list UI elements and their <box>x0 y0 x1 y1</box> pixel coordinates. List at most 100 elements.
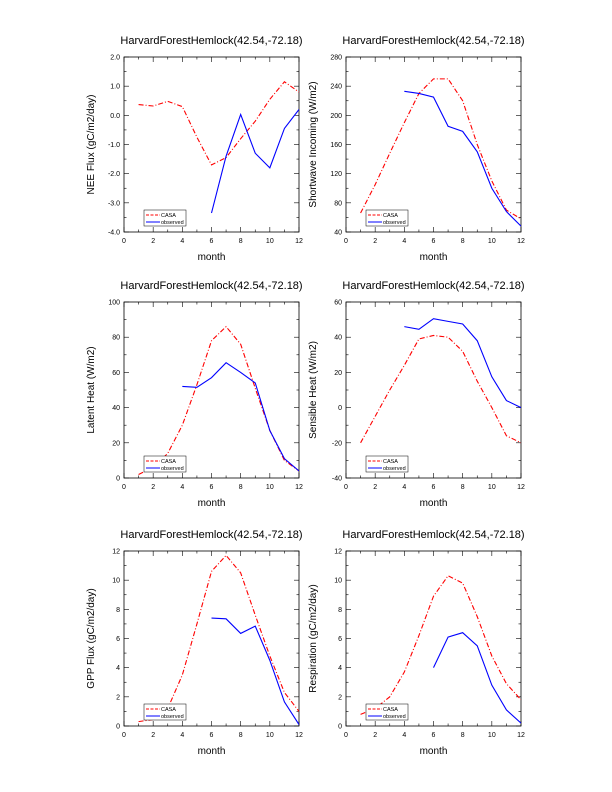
x-tick-label: 12 <box>517 238 525 245</box>
x-tick-label: 2 <box>151 732 155 739</box>
y-tick-label: 1.0 <box>110 84 120 91</box>
chart-title: HarvardForestHemlock(42.54,-72.18) <box>342 280 524 292</box>
x-tick-label: 2 <box>151 484 155 491</box>
series-line-casa <box>138 81 299 166</box>
x-tick-label: 10 <box>266 238 274 245</box>
y-tick-label: -1.0 <box>108 142 120 149</box>
x-tick-label: 6 <box>432 238 436 245</box>
legend-label-observed: observed <box>383 220 406 226</box>
chart-panel-5: HarvardForestHemlock(42.54,-72.18) 0 2 4 6 8 1… <box>86 529 303 757</box>
y-tick-label: 4 <box>116 665 120 672</box>
series-line-observed <box>433 632 521 724</box>
plot-frame <box>123 56 300 233</box>
y-tick-label: 0.0 <box>110 113 120 120</box>
y-tick-label: 80 <box>112 335 120 342</box>
y-tick-label: 200 <box>330 113 342 120</box>
x-tick-label: 4 <box>402 732 406 739</box>
x-tick-label: 0 <box>344 238 348 245</box>
y-axis-label: GPP Flux (gC/m2/day) <box>86 588 97 688</box>
y-tick-label: 40 <box>334 230 342 237</box>
series-line-observed <box>404 318 521 409</box>
x-tick-label: 12 <box>295 732 303 739</box>
series-line-observed <box>210 109 299 214</box>
x-tick-label: 12 <box>295 238 303 245</box>
y-tick-label: 0 <box>116 724 120 731</box>
y-tick-label: 100 <box>108 300 120 307</box>
x-axis-label: month <box>198 252 226 263</box>
y-tick-label: 20 <box>334 370 342 377</box>
y-tick-label: -20 <box>332 440 342 447</box>
y-tick-label: 2 <box>338 694 342 701</box>
x-tick-label: 0 <box>122 732 126 739</box>
x-tick-label: 2 <box>373 732 377 739</box>
x-tick-label: 6 <box>432 484 436 491</box>
plot-frame <box>123 301 300 479</box>
x-tick-label: 10 <box>488 484 496 491</box>
y-tick-label: 6 <box>338 636 342 643</box>
y-tick-label: 10 <box>334 578 342 585</box>
legend-label-casa: CASA <box>383 213 398 219</box>
x-axis-label: month <box>420 252 448 263</box>
y-tick-label: 60 <box>334 300 342 307</box>
legend-label-casa: CASA <box>161 707 176 713</box>
y-tick-label: 40 <box>112 405 120 412</box>
y-tick-label: 60 <box>112 370 120 377</box>
chart-panel-2: HarvardForestHemlock(42.54,-72.18) 0 2 4 6 8 1… <box>308 35 525 263</box>
legend-label-observed: observed <box>161 714 184 720</box>
x-tick-label: 8 <box>239 238 243 245</box>
y-tick-label: 2 <box>116 694 120 701</box>
y-tick-label: 40 <box>334 335 342 342</box>
y-tick-label: 12 <box>112 549 120 556</box>
x-tick-label: 8 <box>461 484 465 491</box>
x-tick-label: 12 <box>517 484 525 491</box>
series-line-casa <box>360 575 521 715</box>
legend-label-observed: observed <box>161 466 184 472</box>
x-tick-label: 8 <box>239 484 243 491</box>
x-tick-label: 0 <box>344 484 348 491</box>
x-tick-label: 2 <box>373 238 377 245</box>
x-tick-label: 10 <box>488 732 496 739</box>
y-tick-label: 8 <box>116 607 120 614</box>
chart-panel-4: HarvardForestHemlock(42.54,-72.18) 0 2 4 6 8 1… <box>308 280 525 509</box>
x-tick-label: 4 <box>180 238 184 245</box>
legend-label-observed: observed <box>383 466 406 472</box>
x-tick-label: 4 <box>180 484 184 491</box>
y-tick-label: 2.0 <box>110 55 120 62</box>
y-axis-label: Latent Heat (W/m2) <box>86 346 97 433</box>
chart-title: HarvardForestHemlock(42.54,-72.18) <box>342 35 524 47</box>
series-line-casa <box>138 325 299 475</box>
legend-label-casa: CASA <box>383 707 398 713</box>
y-tick-label: -4.0 <box>108 230 120 237</box>
plot-frame <box>345 301 522 479</box>
x-axis-label: month <box>198 746 226 757</box>
legend-label-observed: observed <box>161 220 184 226</box>
x-tick-label: 8 <box>461 238 465 245</box>
y-tick-label: 80 <box>334 200 342 207</box>
y-tick-label: 12 <box>334 549 342 556</box>
series-line-observed <box>404 90 521 227</box>
y-tick-label: 0 <box>338 724 342 731</box>
x-tick-label: 12 <box>295 484 303 491</box>
x-tick-label: 4 <box>402 238 406 245</box>
x-tick-label: 10 <box>266 484 274 491</box>
chart-panel-6: HarvardForestHemlock(42.54,-72.18) 0 2 4 6 8 1… <box>308 529 525 757</box>
plot-frame <box>345 56 522 233</box>
y-axis-label: NEE Flux (gC/m2/day) <box>86 94 97 194</box>
y-tick-label: 240 <box>330 84 342 91</box>
x-tick-label: 6 <box>210 732 214 739</box>
y-tick-label: -3.0 <box>108 200 120 207</box>
y-axis-label: Sensible Heat (W/m2) <box>308 341 319 439</box>
chart-panel-3: HarvardForestHemlock(42.54,-72.18) 0 2 4 6 8 1… <box>86 280 303 509</box>
chart-title: HarvardForestHemlock(42.54,-72.18) <box>120 35 302 47</box>
legend-label-casa: CASA <box>161 213 176 219</box>
series-line-casa <box>138 554 299 723</box>
x-tick-label: 12 <box>517 732 525 739</box>
series-line-observed <box>182 362 299 472</box>
legend-label-casa: CASA <box>383 459 398 465</box>
x-tick-label: 4 <box>180 732 184 739</box>
y-tick-label: 10 <box>112 578 120 585</box>
plot-frame <box>123 550 300 727</box>
y-tick-label: 8 <box>338 607 342 614</box>
y-tick-label: 0 <box>116 476 120 483</box>
x-tick-label: 2 <box>151 238 155 245</box>
